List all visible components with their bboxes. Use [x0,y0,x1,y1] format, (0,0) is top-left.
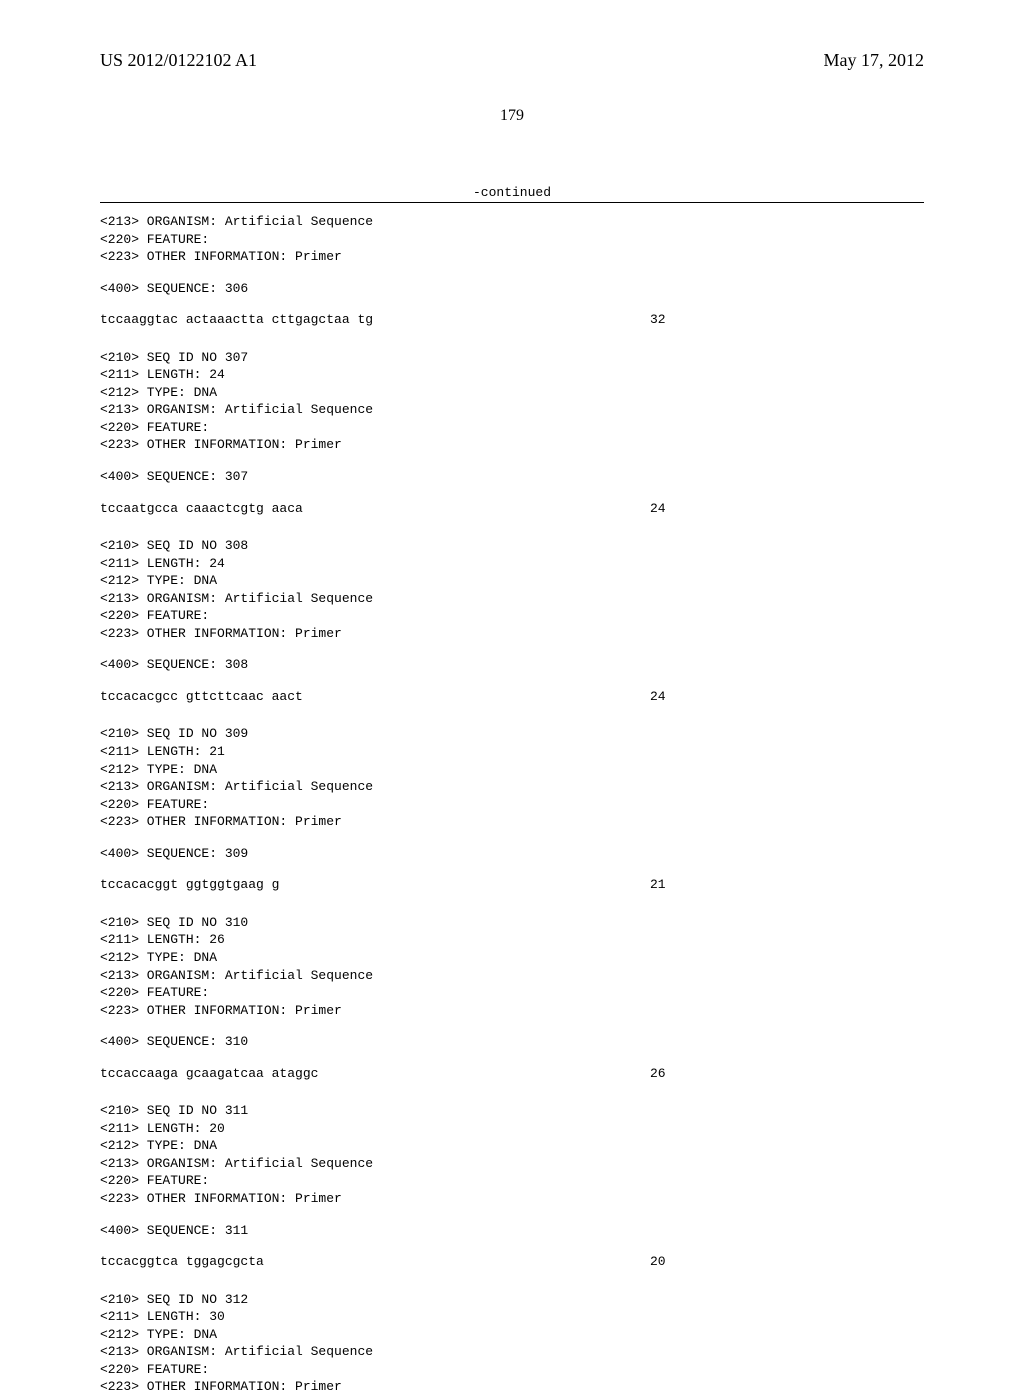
sequence-400-line: <400> SEQUENCE: 308 [100,656,924,674]
sequence-data-row: tccacacgcc gttcttcaac aact24 [100,688,924,706]
sequence-400-line: <400> SEQUENCE: 310 [100,1033,924,1051]
sequence-data-row: tccaatgcca caaactcgtg aaca24 [100,500,924,518]
sequence-text: tccaatgcca caaactcgtg aaca [100,500,630,518]
sequence-entry: <213> ORGANISM: Artificial Sequence <220… [100,213,924,329]
sequence-header-lines: <210> SEQ ID NO 309 <211> LENGTH: 21 <21… [100,725,924,830]
page-container: US 2012/0122102 A1 May 17, 2012 179 -con… [0,0,1024,1320]
sequence-entry: <210> SEQ ID NO 308 <211> LENGTH: 24 <21… [100,537,924,705]
sequence-listing: <213> ORGANISM: Artificial Sequence <220… [100,213,924,1396]
sequence-header-lines: <210> SEQ ID NO 311 <211> LENGTH: 20 <21… [100,1102,924,1207]
sequence-400-line: <400> SEQUENCE: 311 [100,1222,924,1240]
sequence-400-line: <400> SEQUENCE: 307 [100,468,924,486]
sequence-400-line: <400> SEQUENCE: 306 [100,280,924,298]
sequence-entry: <210> SEQ ID NO 311 <211> LENGTH: 20 <21… [100,1102,924,1270]
sequence-entry: <210> SEQ ID NO 309 <211> LENGTH: 21 <21… [100,725,924,893]
sequence-header-lines: <213> ORGANISM: Artificial Sequence <220… [100,213,924,266]
sequence-text: tccaccaaga gcaagatcaa ataggc [100,1065,630,1083]
sequence-data-row: tccaaggtac actaaactta cttgagctaa tg32 [100,311,924,329]
sequence-header-lines: <210> SEQ ID NO 308 <211> LENGTH: 24 <21… [100,537,924,642]
sequence-400-line: <400> SEQUENCE: 309 [100,845,924,863]
sequence-length: 21 [630,876,666,894]
sequence-length: 24 [630,688,666,706]
divider-line [100,202,924,203]
sequence-text: tccacacgcc gttcttcaac aact [100,688,630,706]
sequence-length: 24 [630,500,666,518]
sequence-text: tccaaggtac actaaactta cttgagctaa tg [100,311,630,329]
sequence-length: 20 [630,1253,666,1271]
sequence-text: tccacacggt ggtggtgaag g [100,876,630,894]
sequence-entry: <210> SEQ ID NO 310 <211> LENGTH: 26 <21… [100,914,924,1082]
page-number: 179 [100,107,924,125]
sequence-text: tccacggtca tggagcgcta [100,1253,630,1271]
sequence-data-row: tccacggtca tggagcgcta20 [100,1253,924,1271]
continued-label: -continued [100,185,924,200]
sequence-data-row: tccacacggt ggtggtgaag g21 [100,876,924,894]
publication-number: US 2012/0122102 A1 [100,50,257,71]
sequence-entry: <210> SEQ ID NO 312 <211> LENGTH: 30 <21… [100,1291,924,1396]
sequence-header-lines: <210> SEQ ID NO 307 <211> LENGTH: 24 <21… [100,349,924,454]
sequence-header-lines: <210> SEQ ID NO 312 <211> LENGTH: 30 <21… [100,1291,924,1396]
sequence-entry: <210> SEQ ID NO 307 <211> LENGTH: 24 <21… [100,349,924,517]
sequence-length: 32 [630,311,666,329]
page-header: US 2012/0122102 A1 May 17, 2012 [100,50,924,71]
sequence-data-row: tccaccaaga gcaagatcaa ataggc26 [100,1065,924,1083]
sequence-header-lines: <210> SEQ ID NO 310 <211> LENGTH: 26 <21… [100,914,924,1019]
sequence-length: 26 [630,1065,666,1083]
publication-date: May 17, 2012 [824,50,925,71]
